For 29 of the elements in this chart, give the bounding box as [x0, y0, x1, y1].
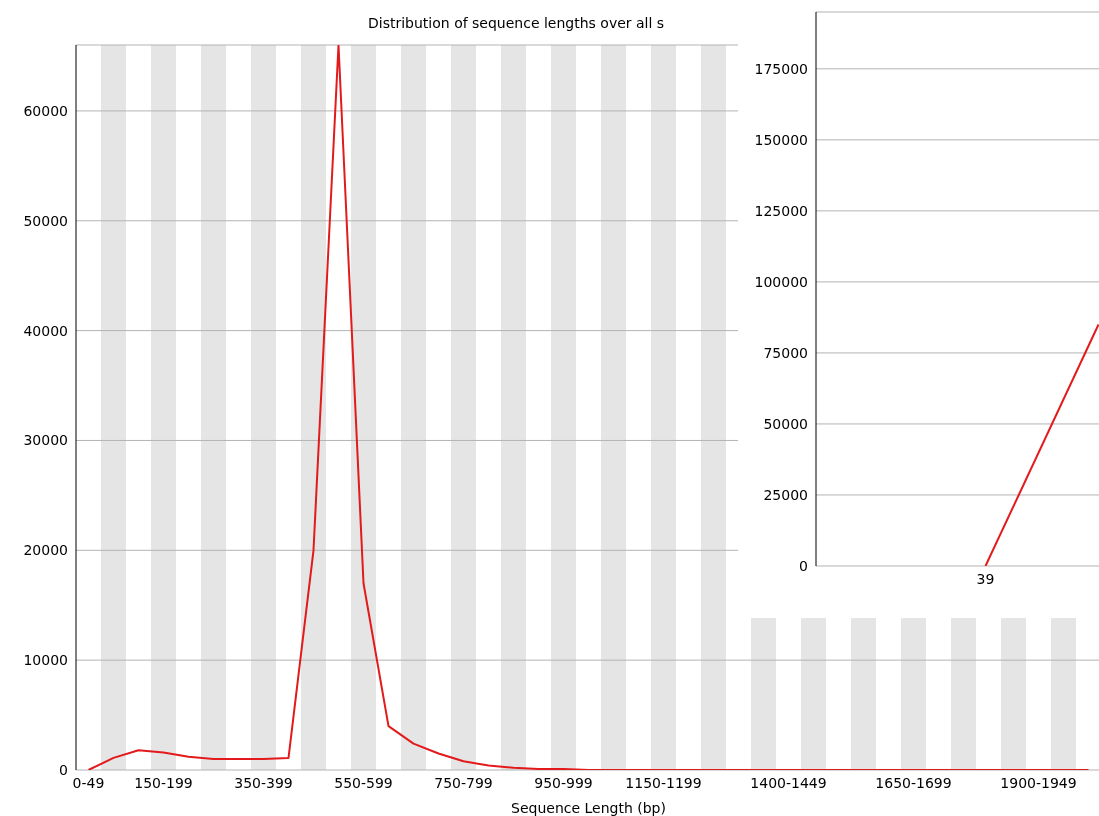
y-tick-label: 150000	[754, 131, 808, 148]
x-tick-label: 1400-1449	[750, 774, 827, 791]
y-tick-label: 75000	[763, 344, 808, 361]
chart-title: Distribution of sequence lengths over all s	[368, 15, 665, 31]
y-tick-label: 20000	[23, 542, 68, 559]
x-tick-label: 1650-1699	[875, 774, 952, 791]
y-tick-label: 25000	[763, 486, 808, 503]
x-tick-label: 0-49	[72, 774, 105, 791]
y-tick-label: 50000	[23, 212, 68, 229]
y-tick-label: 50000	[763, 415, 808, 432]
x-tick-label: 39	[976, 570, 995, 587]
x-tick-label: 1900-1949	[1000, 774, 1077, 791]
y-tick-label: 40000	[23, 322, 68, 339]
y-tick-label: 125000	[754, 202, 808, 219]
line-series	[87, 45, 1090, 770]
x-tick-label: 950-999	[534, 774, 593, 791]
x-tick-label: 150-199	[134, 774, 193, 791]
x-tick-label: 750-799	[434, 774, 493, 791]
x-tick-label: 1150-1199	[625, 774, 702, 791]
y-tick-label: 10000	[23, 652, 68, 669]
y-tick-label: 0	[799, 557, 808, 574]
y-tick-label: 60000	[23, 102, 68, 119]
x-tick-label: 350-399	[234, 774, 293, 791]
y-tick-label: 175000	[754, 60, 808, 77]
y-tick-label: 30000	[23, 432, 68, 449]
y-tick-label: 0	[59, 761, 68, 778]
x-tick-label: 550-599	[334, 774, 393, 791]
x-axis-title: Sequence Length (bp)	[510, 800, 667, 816]
y-tick-label: 100000	[754, 273, 808, 290]
